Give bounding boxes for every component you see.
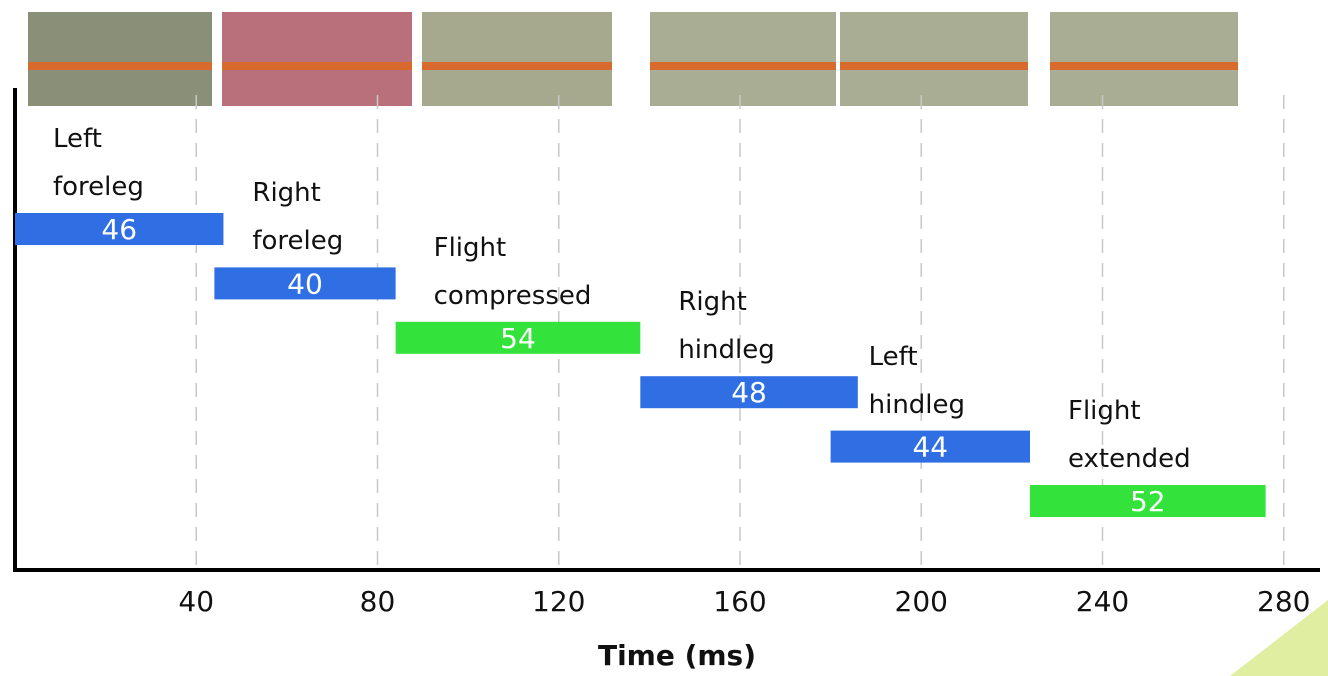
page: Time (ms) 40 80 120 160 200 240 280 46Left fore…: [0, 0, 1328, 676]
photo: [422, 12, 612, 106]
photo-strip: [28, 12, 1238, 106]
photo-rail: [1050, 62, 1238, 70]
photo: [650, 12, 836, 106]
bar-category-label: Flight extended: [1068, 377, 1328, 483]
photo: [1050, 12, 1238, 106]
photo-rail: [422, 62, 612, 70]
category-text: Right hindleg: [678, 268, 774, 374]
category-text: Right foreleg: [252, 159, 343, 265]
x-tick-label: 80: [360, 585, 396, 618]
category-text: Left foreleg: [53, 105, 144, 211]
category-text: Flight compressed: [434, 214, 592, 320]
x-axis-label: Time (ms): [598, 639, 756, 672]
bar-value-label: 40: [287, 267, 323, 300]
x-tick-label: 160: [713, 585, 766, 618]
photo: [222, 12, 412, 106]
bar-value-label: 44: [912, 431, 948, 464]
x-tick-label: 40: [178, 585, 214, 618]
photo-rail: [28, 62, 212, 70]
category-text: Flight extended: [1068, 377, 1191, 483]
bar-value-label: 52: [1130, 485, 1166, 518]
bar-value-label: 48: [731, 376, 767, 409]
photo: [840, 12, 1028, 106]
bar-category-label: Flight compressed: [434, 214, 694, 320]
x-tick-label: 200: [895, 585, 948, 618]
x-tick-label: 240: [1076, 585, 1129, 618]
chart: Time (ms) 40 80 120 160 200 240 280 46Left fore…: [0, 0, 1328, 676]
photo-rail: [650, 62, 836, 70]
category-text: Left hindleg: [869, 323, 965, 429]
photo-rail: [840, 62, 1028, 70]
bar-value-label: 54: [500, 322, 536, 355]
photo: [28, 12, 212, 106]
x-tick-label: 280: [1257, 585, 1310, 618]
photo-rail: [222, 62, 412, 70]
bar-value-label: 46: [101, 213, 137, 246]
x-tick-label: 120: [532, 585, 585, 618]
